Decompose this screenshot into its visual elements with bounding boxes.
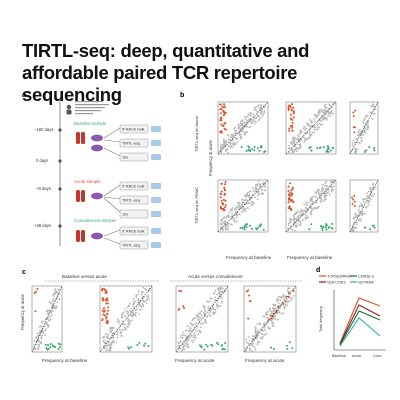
method-box: 10x [119, 152, 161, 162]
method-box: 5′ RACE bulk [119, 181, 161, 191]
panel-b-row-label: TIRTL-seq on tissue [194, 115, 199, 152]
method-box-label: 5′ RACE bulk [122, 128, 145, 132]
paper-title: TIRTL-seq: deep, quantitative and afford… [22, 40, 310, 105]
panel-b-xlabel: Frequency at baseline [226, 255, 272, 260]
person-icon [66, 104, 72, 115]
method-box: 10x [119, 209, 161, 219]
step-baseline-label: Baseline sample [74, 121, 107, 126]
timepoint-dot [58, 159, 62, 163]
panel-d-line-chart: TCRVβ8/RNA CDR3β-3 Vβ8-CDR3 Vβ7/RNA Tota… [319, 275, 386, 358]
scatter-plot [217, 101, 269, 155]
series-line [339, 297, 381, 344]
scatter-plot [99, 285, 153, 353]
panel-b-ylabel: Frequency at acute [208, 139, 213, 176]
panel-label-c: c [22, 269, 26, 276]
scatter-plot [349, 101, 379, 155]
panel-c-xlabel-3: Frequency at acute [245, 358, 285, 363]
panel-label-d: d [316, 267, 320, 274]
workflow-arrows [103, 127, 121, 245]
method-box-list: 5′ RACE bulk TIRTL-seq 10x 5′ RACE bulk TIRT… [119, 124, 161, 250]
timepoint-label: +9 days [36, 186, 51, 191]
legend-entry: TCRVβ8/RNA [327, 275, 351, 279]
scatter-plot-group [31, 101, 379, 353]
panel-b-xlabel-2: Frequency at baseline [287, 255, 333, 260]
panel-label-a: a [22, 92, 26, 99]
timepoint-label: +28 days [34, 223, 51, 228]
method-box-label: 5′ RACE bulk [122, 185, 145, 189]
panel-d-xtick: Conv [373, 354, 382, 358]
method-box-label: 10x [122, 213, 128, 217]
series-line [339, 310, 381, 346]
method-box: TIRTL-seq [119, 195, 161, 205]
notes-text-lines [75, 101, 109, 115]
legend-entry: Vβ7/RNA [358, 281, 374, 285]
blood-tube-icon [76, 230, 85, 242]
panel-b-row-label: TIRTL-seq on PBMC [194, 187, 199, 224]
panel-a-workflow: −180 days 0 days +9 days +28 days [34, 100, 161, 250]
method-box-label: 5′ RACE bulk [122, 230, 145, 234]
blood-tube-icon [76, 190, 85, 202]
method-box-label: 10x [122, 156, 128, 160]
method-box: TIRTL-seq [119, 138, 161, 148]
method-box-label: TIRTL-seq [122, 244, 140, 248]
timepoint-1: −180 days [34, 127, 62, 132]
scatter-plot [349, 179, 379, 233]
panel-c-header-2: Acute versus convalescent [188, 274, 243, 279]
panel-c-header-1: Baseline versus acute [62, 274, 107, 279]
panel-c-ylabel: Frequency at acute [20, 293, 25, 330]
scatter-plot [243, 285, 297, 353]
method-box-label: TIRTL-seq [122, 142, 140, 146]
step-acute-label: Acute sample [74, 179, 101, 184]
timepoint-label: 0 days [36, 158, 48, 163]
panel-c-xlabel-1: Frequency at baseline [42, 358, 88, 363]
step-convalescent-label: Convalescent sample [74, 218, 117, 223]
panel-d-xtick: Acute [352, 354, 361, 358]
panel-c-xlabel-2: Frequency at acute [175, 358, 215, 363]
panel-d-ylabel: Total frequency [319, 306, 323, 332]
method-box: 5′ RACE bulk [119, 124, 161, 134]
series-line [339, 317, 381, 347]
timepoint-dot [58, 128, 62, 132]
panel-d-xtick: Baseline [332, 354, 346, 358]
timepoint-4: +28 days [34, 223, 62, 228]
scatter-plot [285, 179, 337, 233]
scatter-plot [217, 179, 269, 233]
method-box: 5′ RACE bulk [119, 226, 161, 236]
legend-entry: CDR3β-3 [358, 275, 374, 279]
timepoint-3: +9 days [36, 186, 62, 191]
series-line [339, 304, 381, 345]
timepoint-2: 0 days [36, 158, 62, 163]
scatter-plot [175, 285, 229, 353]
scatter-plot [31, 285, 63, 353]
blood-tube-icon [76, 132, 85, 144]
panel-label-b: b [180, 92, 184, 99]
legend-entry: Vβ8-CDR3 [327, 281, 345, 285]
scatter-plot [285, 101, 337, 155]
timepoint-label: −180 days [34, 127, 53, 132]
cell-dish-icon [91, 134, 103, 240]
method-box-label: TIRTL-seq [122, 199, 140, 203]
timepoint-dot [58, 224, 62, 228]
timepoint-dot [58, 187, 62, 191]
method-box: TIRTL-seq [119, 240, 161, 250]
panel-d-legend: TCRVβ8/RNA CDR3β-3 Vβ8-CDR3 Vβ7/RNA [319, 275, 374, 285]
